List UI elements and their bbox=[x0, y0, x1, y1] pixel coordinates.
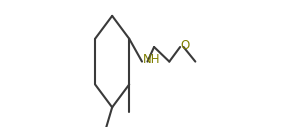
Text: NH: NH bbox=[143, 53, 160, 66]
Text: O: O bbox=[181, 39, 190, 52]
